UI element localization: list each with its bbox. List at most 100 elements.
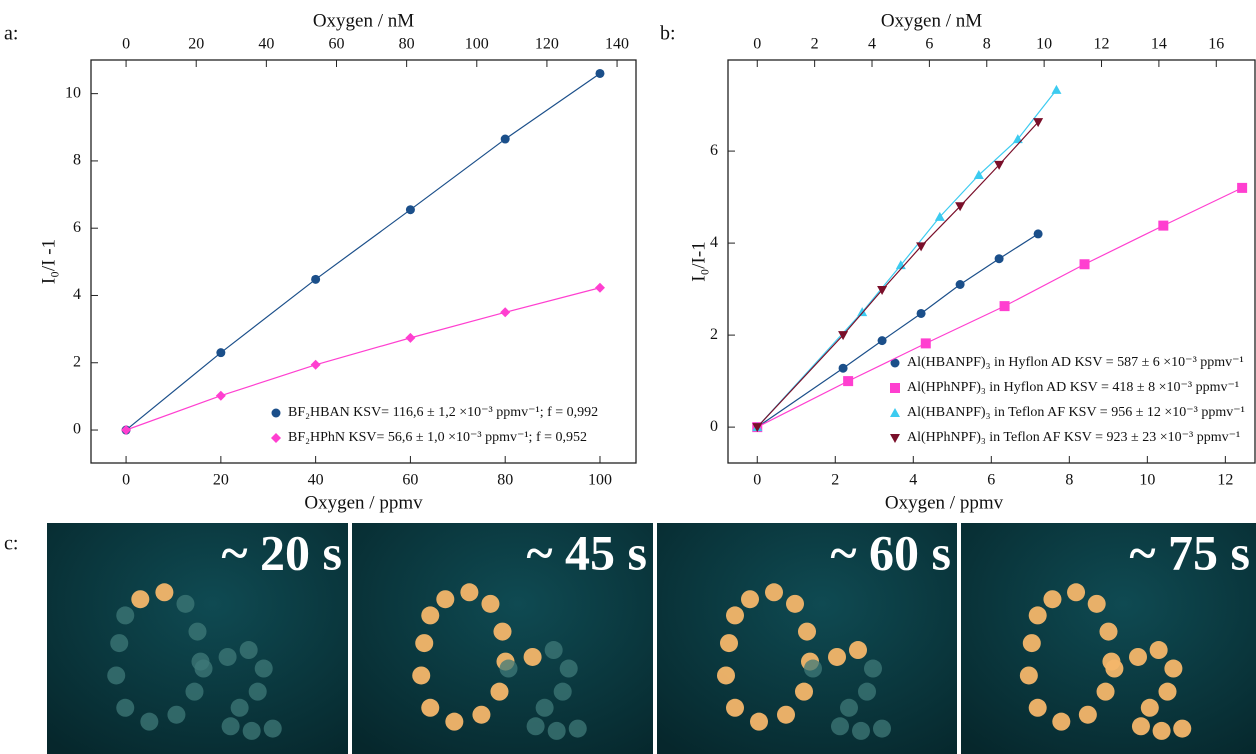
data-point [878,336,887,345]
droplet [219,648,237,666]
droplet [560,660,578,678]
data-point [1158,221,1168,231]
photo: ~ 75 s [961,523,1256,754]
x2-tick-label: 40 [258,36,274,53]
droplet [786,595,804,613]
droplet [548,722,566,740]
x2-tick-label: 0 [122,36,130,53]
droplet [1164,660,1182,678]
x-axis-title: Oxygen / ppmv [304,492,423,513]
droplet [1105,660,1123,678]
droplet [415,634,433,652]
legend-label: BF₂HPhN KSV= 56,6 ± 1,0 ×10⁻³ ppmv⁻¹; f … [288,430,587,445]
x2-tick-label: 20 [188,36,204,53]
droplet [777,706,795,724]
data-point [1237,183,1247,193]
x2-axis-title: Oxygen / nM [313,10,414,31]
droplet [155,583,173,601]
droplet [472,706,490,724]
x-tick-label: 40 [308,472,324,489]
y-tick-label: 0 [710,418,718,435]
droplet [858,683,876,701]
droplet [726,606,744,624]
droplet [110,634,128,652]
droplet [1052,713,1070,731]
series-line [126,73,600,430]
droplet [176,595,194,613]
droplet [798,623,816,641]
droplet [222,717,240,735]
droplet [131,590,149,608]
y-tick-label: 2 [710,326,718,343]
data-point [839,364,848,373]
droplet [849,641,867,659]
y-tick-label: 4 [710,234,718,251]
droplet [189,623,207,641]
droplet [1132,717,1150,735]
droplet [726,699,744,717]
data-point [501,135,510,144]
time-label: ~ 45 s [527,524,647,580]
droplet [490,683,508,701]
data-point [995,254,1004,263]
data-point [216,391,226,401]
droplet [1043,590,1061,608]
droplet [116,606,134,624]
droplet [1079,706,1097,724]
droplet [873,720,891,738]
x-tick-label: 80 [497,472,513,489]
droplet [107,666,125,684]
x2-tick-label: 60 [328,36,344,53]
droplet [185,683,203,701]
droplet [828,648,846,666]
droplet [1141,699,1159,717]
x-tick-label: 100 [588,472,612,489]
droplet [864,660,882,678]
series-line [757,90,1056,427]
droplet [527,717,545,735]
data-point [921,338,931,348]
photo: ~ 60 s [657,523,957,754]
droplet [1088,595,1106,613]
droplet [421,699,439,717]
droplet [1067,583,1085,601]
y-tick-label: 6 [710,142,718,159]
x2-tick-label: 0 [753,36,761,53]
panel-label: a: [4,23,18,45]
droplet [1153,722,1171,740]
droplet [795,683,813,701]
x-tick-label: 8 [1065,472,1073,489]
data-point [406,205,415,214]
y-axis-title: I₀/I -1 [38,239,59,284]
x-tick-label: 60 [402,472,418,489]
x-tick-label: 10 [1139,472,1155,489]
droplet [195,660,213,678]
time-label: ~ 20 s [222,524,342,580]
droplet [831,717,849,735]
legend-marker [890,408,900,417]
droplet [116,699,134,717]
droplet [1029,699,1047,717]
droplet [240,641,258,659]
x2-axis-title: Oxygen / nM [881,10,982,31]
droplet [804,660,822,678]
legend-label: Al(HBANPF)₃ in Hyflon AD KSV = 587 ± 6 ×… [907,355,1244,370]
x2-tick-label: 140 [605,36,629,53]
time-label: ~ 60 s [831,524,951,580]
data-point [595,69,604,78]
data-point [500,307,510,317]
legend-label: Al(HPhNPF)₃ in Teflon AF KSV = 923 ± 23 … [907,430,1240,445]
droplet [569,720,587,738]
y-tick-label: 8 [73,152,81,169]
y-tick-label: 6 [73,219,81,236]
x-tick-label: 0 [753,472,761,489]
droplet [852,722,870,740]
droplet [1020,666,1038,684]
droplet [524,648,542,666]
x2-tick-label: 80 [399,36,415,53]
x2-tick-label: 4 [868,36,876,53]
x2-tick-label: 120 [535,36,559,53]
droplet [243,722,261,740]
x2-tick-label: 2 [811,36,819,53]
droplet [1097,683,1115,701]
